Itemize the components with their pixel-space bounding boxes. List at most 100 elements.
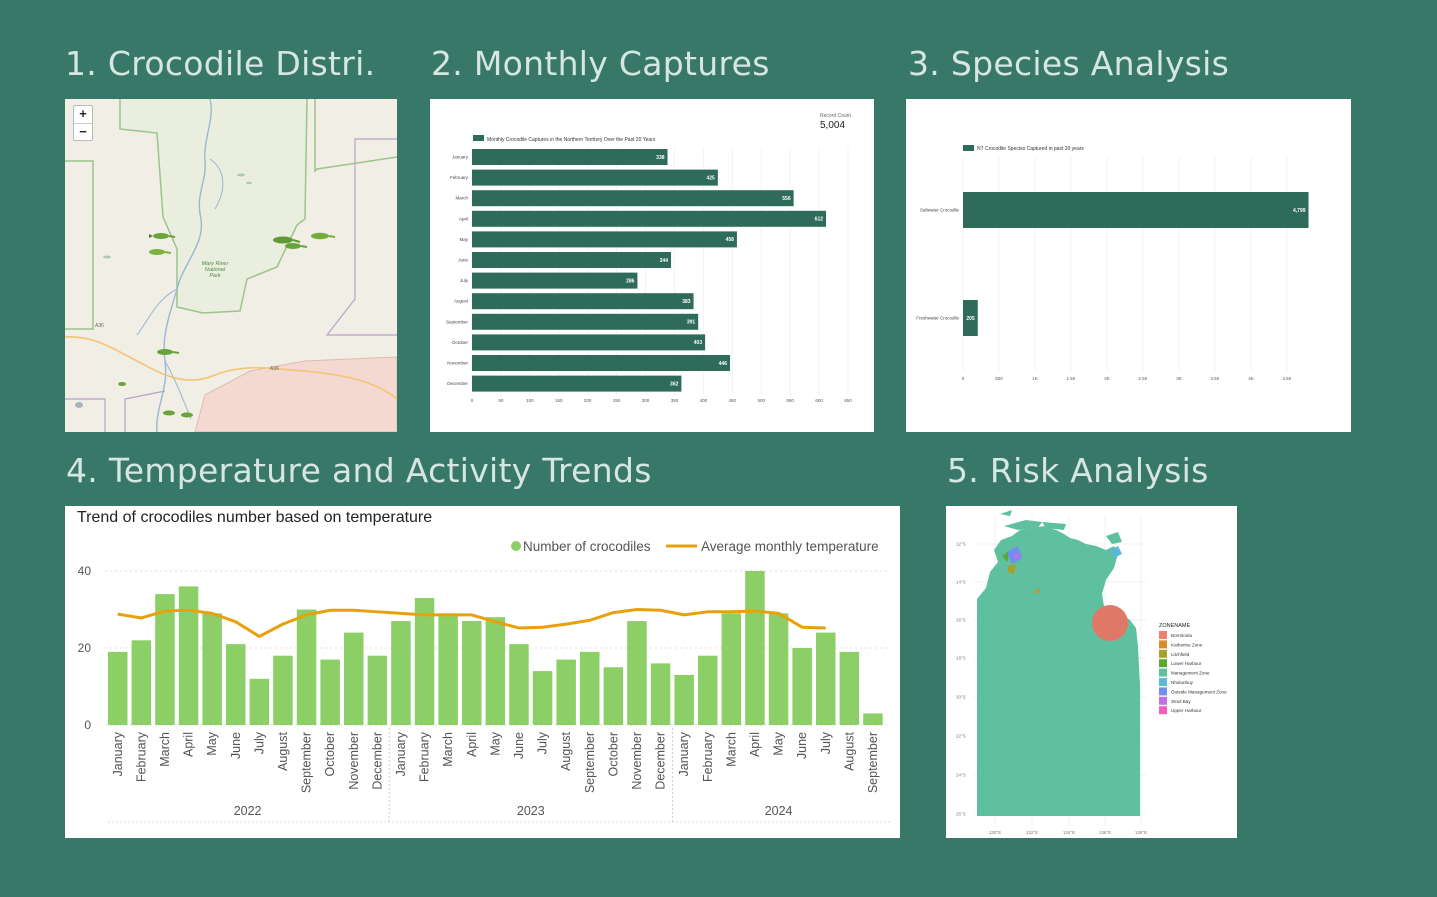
month-label: January — [111, 731, 125, 776]
legend-swatch — [1159, 640, 1167, 649]
distribution-map[interactable]: A36 A36 Mary River National Park + − — [65, 99, 397, 432]
lon-label: 136°E — [1099, 830, 1111, 835]
zone-stool-bay — [1012, 552, 1020, 560]
bar — [532, 671, 553, 725]
bar-value-label: 612 — [815, 217, 824, 223]
x-tick-label: 2K — [1104, 376, 1110, 381]
x-tick-label: 350 — [671, 398, 679, 403]
bar — [472, 231, 737, 248]
month-label: May — [772, 731, 786, 755]
zone-lower-harbour — [1002, 552, 1008, 562]
month-label: May — [205, 731, 219, 755]
bar — [556, 659, 576, 725]
zone-management — [977, 526, 1140, 816]
legend-label: Stool Bay — [1171, 699, 1191, 704]
bar — [131, 640, 152, 725]
bar — [344, 632, 364, 725]
x-tick-label: 500 — [995, 376, 1003, 381]
y-tick-label: 0 — [84, 718, 91, 732]
map-canvas[interactable]: A36 A36 Mary River National Park — [65, 99, 397, 432]
bar — [863, 713, 883, 725]
bar — [414, 597, 435, 725]
bar — [472, 293, 694, 310]
bar-value-label: 391 — [687, 320, 696, 326]
lon-label: 130°E — [989, 830, 1001, 835]
lat-label: 20°S — [956, 695, 966, 700]
legend-swatch — [1159, 706, 1167, 715]
bar — [509, 644, 529, 725]
month-label: April — [465, 732, 479, 757]
legend-swatch — [1159, 668, 1167, 677]
bar — [472, 149, 668, 165]
bar — [472, 355, 730, 371]
month-label: October — [606, 732, 620, 776]
bar-value-label: 458 — [726, 237, 735, 243]
bar — [603, 667, 624, 725]
month-label: September — [866, 732, 880, 793]
bar-value-label: 4,799 — [1293, 208, 1306, 214]
legend-title: ZONENAME — [1159, 623, 1191, 629]
bar — [202, 613, 222, 725]
x-tick-label: 650 — [844, 398, 852, 403]
legend-swatch — [1159, 631, 1167, 639]
bar — [438, 613, 458, 725]
legend-label: NT Crocodile Species Captured in past 20… — [977, 146, 1084, 152]
bar-value-label: 446 — [719, 361, 728, 367]
zoom-in-button[interactable]: + — [79, 106, 87, 121]
month-label: March — [441, 732, 455, 767]
record-count-value: 5,004 — [820, 120, 845, 131]
y-tick-label: 20 — [78, 641, 92, 655]
road — [65, 336, 397, 400]
temperature-line — [117, 608, 826, 638]
lat-label: 18°S — [956, 656, 966, 661]
bar — [627, 621, 647, 725]
y-tick-label: 40 — [78, 564, 92, 578]
legend-swatch — [1159, 687, 1167, 696]
bar — [650, 663, 671, 725]
bar — [963, 192, 1309, 228]
y-tick-label: January — [452, 155, 469, 160]
year-label: 2022 — [234, 804, 262, 818]
month-label: June — [795, 732, 809, 759]
section-title-temperature: 4. Temperature and Activity Trends — [66, 451, 652, 490]
bar — [472, 210, 827, 227]
bar — [178, 586, 199, 725]
bar-value-label: 205 — [966, 316, 975, 322]
month-label: November — [630, 732, 644, 790]
risk-legend: Borroloola Katherine Zone Litchfield Lower … — [1159, 631, 1227, 715]
month-label: April — [182, 732, 196, 757]
species-panel: NT Crocodile Species Captured in past 20… — [906, 99, 1351, 432]
y-tick-label: July — [460, 278, 469, 283]
zoom-out-button[interactable]: − — [74, 123, 92, 140]
restricted-area — [194, 356, 397, 432]
zone-nhulunbuy — [1110, 546, 1122, 558]
bar-value-label: 286 — [626, 278, 635, 284]
crocodile-marker-group[interactable] — [118, 232, 336, 418]
legend-label: Outside Management Zone — [1171, 689, 1227, 694]
bar — [472, 252, 671, 268]
chart-title: Trend of crocodiles number based on temp… — [77, 509, 432, 526]
bar-value-label: 362 — [670, 381, 679, 387]
y-tick-label: June — [458, 258, 468, 263]
bar — [816, 632, 836, 725]
month-label: July — [536, 731, 550, 754]
legend-label: Management Zone — [1171, 671, 1210, 676]
bar — [462, 621, 482, 725]
legend-label: Nhulunbuy — [1171, 680, 1194, 685]
x-tick-label: 1.5K — [1066, 376, 1075, 381]
lon-label: 132°E — [1026, 830, 1038, 835]
bar — [320, 659, 340, 725]
risk-axis: 12°S 14°S 16°S 18°S 20°S 22°S 24°S 26°S 130°E 132… — [956, 542, 1147, 836]
y-tick-label: May — [459, 237, 468, 242]
y-tick-label: October — [452, 340, 469, 345]
x-tick-label: 550 — [786, 398, 794, 403]
lat-label: 26°S — [956, 812, 966, 817]
month-label: October — [323, 732, 337, 776]
legend-label: Upper Harbour — [1171, 708, 1202, 713]
x-tick-label: 4K — [1248, 376, 1254, 381]
y-tick-label: November — [447, 361, 468, 366]
y-tick-label: March — [455, 196, 468, 201]
y-tick-label: February — [450, 175, 469, 180]
zone-borroloola — [1092, 605, 1128, 641]
bar-value-label: 403 — [694, 340, 703, 346]
